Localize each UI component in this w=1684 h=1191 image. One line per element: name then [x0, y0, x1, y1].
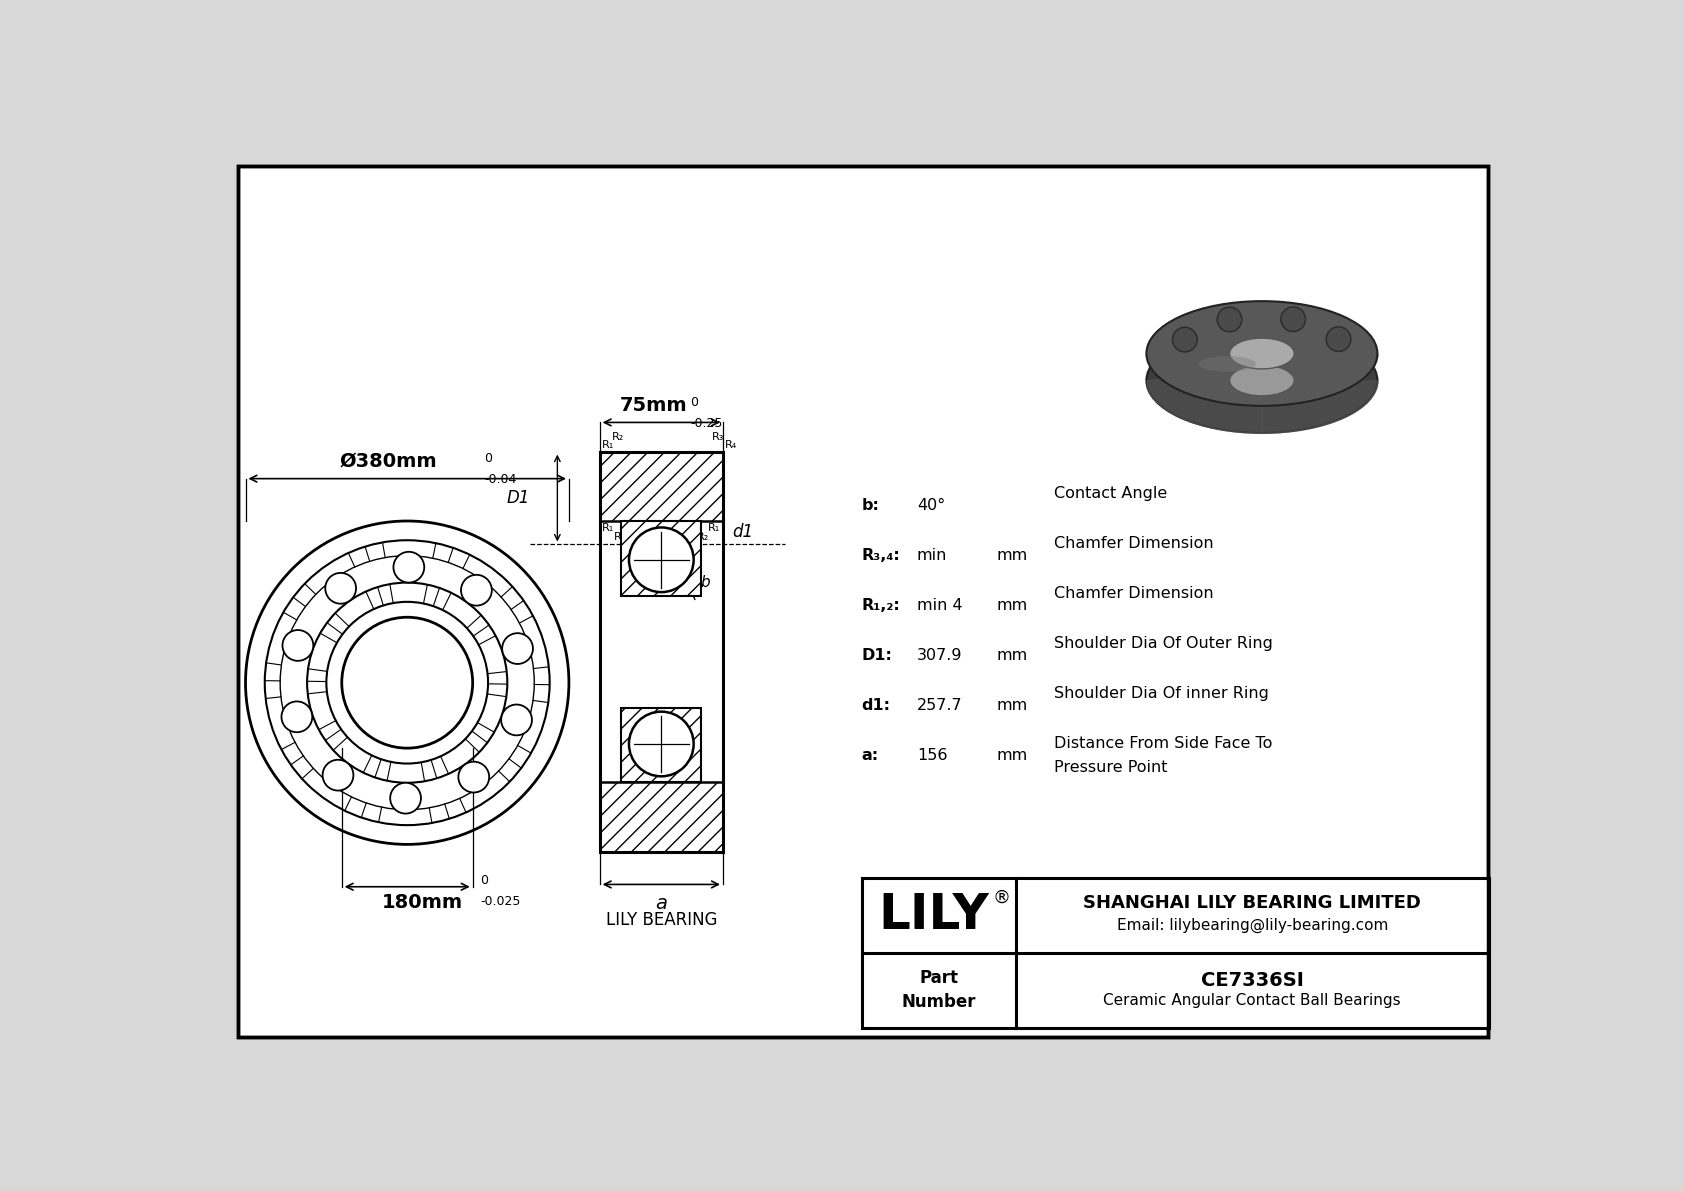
- Bar: [600, 451, 722, 522]
- Text: Chamfer Dimension: Chamfer Dimension: [1054, 536, 1214, 551]
- Text: Pressure Point: Pressure Point: [1054, 761, 1167, 775]
- Text: 75mm: 75mm: [620, 395, 687, 414]
- Text: Shoulder Dia Of inner Ring: Shoulder Dia Of inner Ring: [1054, 686, 1268, 701]
- Text: a: a: [655, 893, 667, 912]
- Text: R₃,₄:: R₃,₄:: [862, 548, 901, 563]
- Ellipse shape: [1229, 338, 1295, 369]
- Circle shape: [323, 760, 354, 791]
- Bar: [600, 451, 722, 852]
- Text: Ceramic Angular Contact Ball Bearings: Ceramic Angular Contact Ball Bearings: [1103, 992, 1401, 1008]
- Text: mm: mm: [997, 748, 1027, 763]
- Ellipse shape: [1229, 366, 1295, 395]
- Text: R₁,₂:: R₁,₂:: [862, 598, 901, 613]
- Text: R₃: R₃: [712, 432, 724, 442]
- Text: SHANGHAI LILY BEARING LIMITED: SHANGHAI LILY BEARING LIMITED: [1083, 893, 1421, 912]
- Text: LILY BEARING: LILY BEARING: [606, 911, 717, 929]
- Circle shape: [325, 573, 355, 604]
- Text: D1: D1: [507, 490, 530, 507]
- Text: d1: d1: [733, 523, 753, 541]
- Text: -0.04: -0.04: [485, 473, 517, 486]
- Text: 40°: 40°: [918, 498, 945, 513]
- Text: R₂: R₂: [697, 532, 709, 542]
- Circle shape: [461, 575, 492, 605]
- Text: -0.025: -0.025: [480, 896, 520, 909]
- Text: Contact Angle: Contact Angle: [1054, 486, 1167, 501]
- Text: ®: ®: [992, 890, 1010, 908]
- Circle shape: [628, 528, 694, 592]
- Bar: [600, 782, 722, 852]
- Circle shape: [1218, 307, 1241, 332]
- Text: R₁: R₁: [601, 523, 615, 532]
- Circle shape: [394, 551, 424, 582]
- Text: Ø380mm: Ø380mm: [338, 451, 436, 470]
- Text: 0: 0: [480, 874, 488, 887]
- Circle shape: [502, 705, 532, 735]
- Text: min 4: min 4: [918, 598, 963, 613]
- Circle shape: [1327, 326, 1351, 351]
- Text: R₂: R₂: [611, 432, 625, 442]
- Bar: [862, 878, 1489, 1028]
- Circle shape: [283, 630, 313, 661]
- Text: b:: b:: [862, 498, 879, 513]
- Circle shape: [502, 634, 532, 663]
- Bar: [621, 707, 701, 782]
- Circle shape: [391, 782, 421, 813]
- Text: mm: mm: [997, 598, 1027, 613]
- Circle shape: [1172, 328, 1197, 353]
- Text: R₁: R₁: [709, 523, 721, 532]
- Text: b: b: [701, 575, 711, 591]
- Text: 307.9: 307.9: [918, 648, 963, 663]
- Bar: [621, 522, 701, 596]
- Text: Part
Number: Part Number: [901, 969, 975, 1011]
- Circle shape: [1282, 307, 1305, 331]
- Ellipse shape: [1147, 328, 1378, 432]
- Text: d1:: d1:: [862, 698, 891, 713]
- Text: LILY: LILY: [879, 891, 989, 939]
- Text: min: min: [918, 548, 948, 563]
- Circle shape: [458, 762, 488, 792]
- Text: 257.7: 257.7: [918, 698, 963, 713]
- Text: CE7336SI: CE7336SI: [1201, 971, 1303, 990]
- Text: 180mm: 180mm: [382, 893, 463, 912]
- Text: -0.25: -0.25: [690, 417, 722, 430]
- Text: Chamfer Dimension: Chamfer Dimension: [1054, 586, 1214, 601]
- Text: mm: mm: [997, 698, 1027, 713]
- Text: 0: 0: [485, 451, 492, 464]
- Text: a:: a:: [862, 748, 879, 763]
- Text: D1:: D1:: [862, 648, 893, 663]
- Text: Shoulder Dia Of Outer Ring: Shoulder Dia Of Outer Ring: [1054, 636, 1273, 651]
- Text: mm: mm: [997, 548, 1027, 563]
- Text: mm: mm: [997, 648, 1027, 663]
- Circle shape: [281, 701, 312, 732]
- Circle shape: [628, 712, 694, 777]
- Text: R₄: R₄: [724, 441, 736, 450]
- Text: R₂: R₂: [613, 532, 626, 542]
- Text: R₁: R₁: [601, 441, 615, 450]
- Ellipse shape: [1199, 356, 1256, 372]
- Text: Email: lilybearing@lily-bearing.com: Email: lilybearing@lily-bearing.com: [1116, 918, 1388, 934]
- Ellipse shape: [1147, 301, 1378, 406]
- Text: 0: 0: [690, 395, 699, 409]
- Text: Distance From Side Face To: Distance From Side Face To: [1054, 736, 1273, 752]
- Text: 156: 156: [918, 748, 948, 763]
